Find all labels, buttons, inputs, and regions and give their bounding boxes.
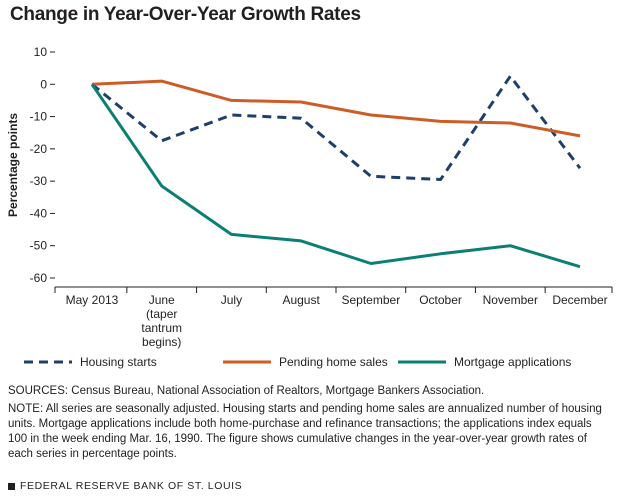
legend-label: Pending home sales <box>279 355 388 369</box>
x-tick-label: May 2013 <box>66 293 119 307</box>
series-line-pending-home-sales <box>91 79 581 138</box>
note-text: NOTE: All series are seasonally adjusted… <box>8 403 602 460</box>
x-tick-label: October <box>419 293 462 307</box>
x-tick-label-line: November <box>483 293 538 307</box>
sources-text: SOURCES: Census Bureau, National Associa… <box>8 385 485 397</box>
x-tick-label: August <box>282 293 320 307</box>
x-tick-label-line: May 2013 <box>66 293 119 307</box>
x-tick-label-line: July <box>221 293 242 307</box>
x-tick-label-line: June <box>149 293 175 307</box>
legend-label: Housing starts <box>80 355 157 369</box>
footer: FEDERAL RESERVE BANK OF ST. LOUIS <box>8 480 242 492</box>
y-tick-label: -40 <box>30 206 48 220</box>
line-chart: 10 0 -10 -20 -30 -40 -50 -60 Percentage points Ma… <box>6 45 613 369</box>
y-tick-label: -50 <box>30 239 48 253</box>
y-tick-label: -10 <box>30 110 48 124</box>
footer-text: FEDERAL RESERVE BANK OF ST. LOUIS <box>20 480 243 492</box>
x-tick-label-line: begins) <box>142 335 181 349</box>
x-tick-label-line: (taper <box>146 307 177 321</box>
x-tick-label: December <box>552 293 607 307</box>
chart-title: Change in Year-Over-Year Growth Rates <box>10 4 361 25</box>
x-tick-label: November <box>483 293 538 307</box>
x-tick-label-line: September <box>342 293 401 307</box>
x-tick-label-line: tantrum <box>141 321 182 335</box>
x-tick-label-line: December <box>552 293 607 307</box>
y-tick-label: 10 <box>34 45 48 59</box>
x-tick-label: June (taper tantrum begins) <box>141 293 182 349</box>
x-tick-label: July <box>221 293 242 307</box>
x-tick-label-line: August <box>282 293 320 307</box>
y-tick-label: 0 <box>40 77 47 91</box>
legend-label: Mortgage applications <box>454 355 571 369</box>
x-tick-label: September <box>342 293 401 307</box>
footer-square-icon <box>8 482 15 490</box>
series-line-housing-starts <box>91 74 582 181</box>
y-tick-label: -20 <box>30 142 48 156</box>
y-tick-label: -30 <box>30 174 48 188</box>
x-tick-label-line: October <box>419 293 462 307</box>
y-tick-label: -60 <box>30 271 48 285</box>
series-line-mortgage-applications <box>90 83 581 269</box>
y-axis-label: Percentage points <box>6 113 20 217</box>
